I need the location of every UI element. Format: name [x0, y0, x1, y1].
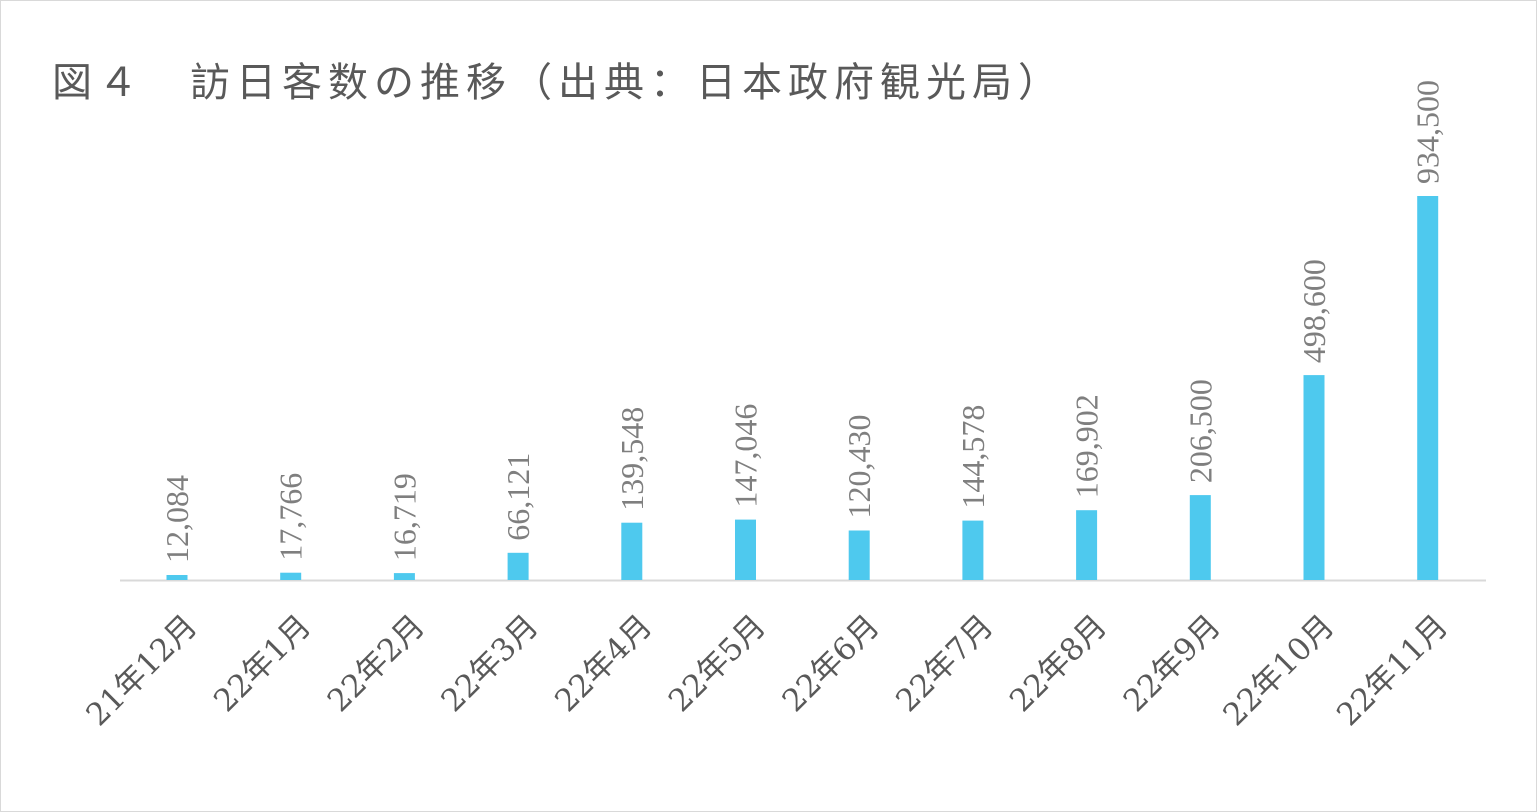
chart-title: 図４ 訪日客数の推移（出典：日本政府観光局）	[52, 60, 1064, 106]
data-label: 66,121	[500, 453, 536, 541]
category-label: 22年7月	[889, 608, 1000, 719]
bar	[393, 573, 415, 580]
bar	[166, 575, 188, 580]
bar	[1076, 510, 1098, 580]
bar	[507, 552, 529, 580]
category-label: 22年5月	[662, 608, 773, 719]
bar	[621, 522, 643, 580]
data-label: 147,046	[728, 404, 764, 508]
data-label: 139,548	[614, 407, 650, 511]
category-label: 22年1月	[207, 608, 318, 719]
category-label: 22年3月	[434, 608, 545, 719]
bar	[1303, 375, 1325, 580]
bar	[735, 519, 756, 580]
category-label: 21年12月	[79, 608, 204, 733]
bar	[962, 520, 984, 580]
bar	[1417, 196, 1439, 580]
category-label: 22年2月	[321, 608, 432, 719]
data-label: 12,084	[159, 475, 195, 563]
category-label: 22年4月	[548, 608, 659, 719]
data-label: 17,766	[273, 473, 309, 561]
bar	[1189, 495, 1211, 580]
data-label: 498,600	[1296, 259, 1332, 363]
bar	[280, 572, 302, 580]
data-label: 934,500	[1410, 80, 1446, 184]
data-label: 16,719	[386, 473, 422, 561]
bar	[848, 530, 870, 580]
data-label: 120,430	[841, 415, 877, 519]
category-label: 22年10月	[1216, 608, 1341, 733]
category-label: 22年11月	[1330, 608, 1455, 733]
data-label: 144,578	[955, 405, 991, 509]
category-label: 22年6月	[776, 608, 887, 719]
data-label: 169,902	[1069, 394, 1105, 498]
data-label: 206,500	[1182, 379, 1218, 483]
category-label: 22年9月	[1117, 608, 1228, 719]
category-label: 22年8月	[1003, 608, 1114, 719]
